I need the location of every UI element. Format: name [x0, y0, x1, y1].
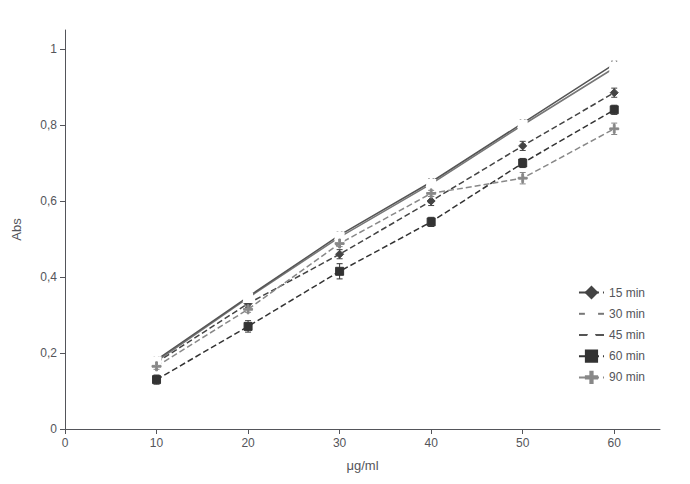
svg-text:20: 20 [241, 436, 255, 450]
svg-text:60 min: 60 min [609, 349, 645, 363]
svg-text:30: 30 [333, 436, 347, 450]
svg-text:μg/ml: μg/ml [346, 458, 378, 473]
svg-text:0,6: 0,6 [40, 194, 57, 208]
svg-text:60: 60 [608, 436, 622, 450]
svg-text:10: 10 [150, 436, 164, 450]
svg-text:1: 1 [50, 42, 57, 56]
svg-text:0,4: 0,4 [40, 270, 57, 284]
svg-text:0: 0 [50, 422, 57, 436]
svg-text:0,8: 0,8 [40, 118, 57, 132]
svg-text:0: 0 [62, 436, 69, 450]
svg-text:Abs: Abs [9, 218, 24, 241]
svg-text:15 min: 15 min [609, 286, 645, 300]
svg-text:40: 40 [424, 436, 438, 450]
svg-text:50: 50 [516, 436, 530, 450]
svg-text:90 min: 90 min [609, 370, 645, 384]
svg-text:30 min: 30 min [609, 307, 645, 321]
svg-text:0,2: 0,2 [40, 346, 57, 360]
svg-text:45 min: 45 min [609, 328, 645, 342]
